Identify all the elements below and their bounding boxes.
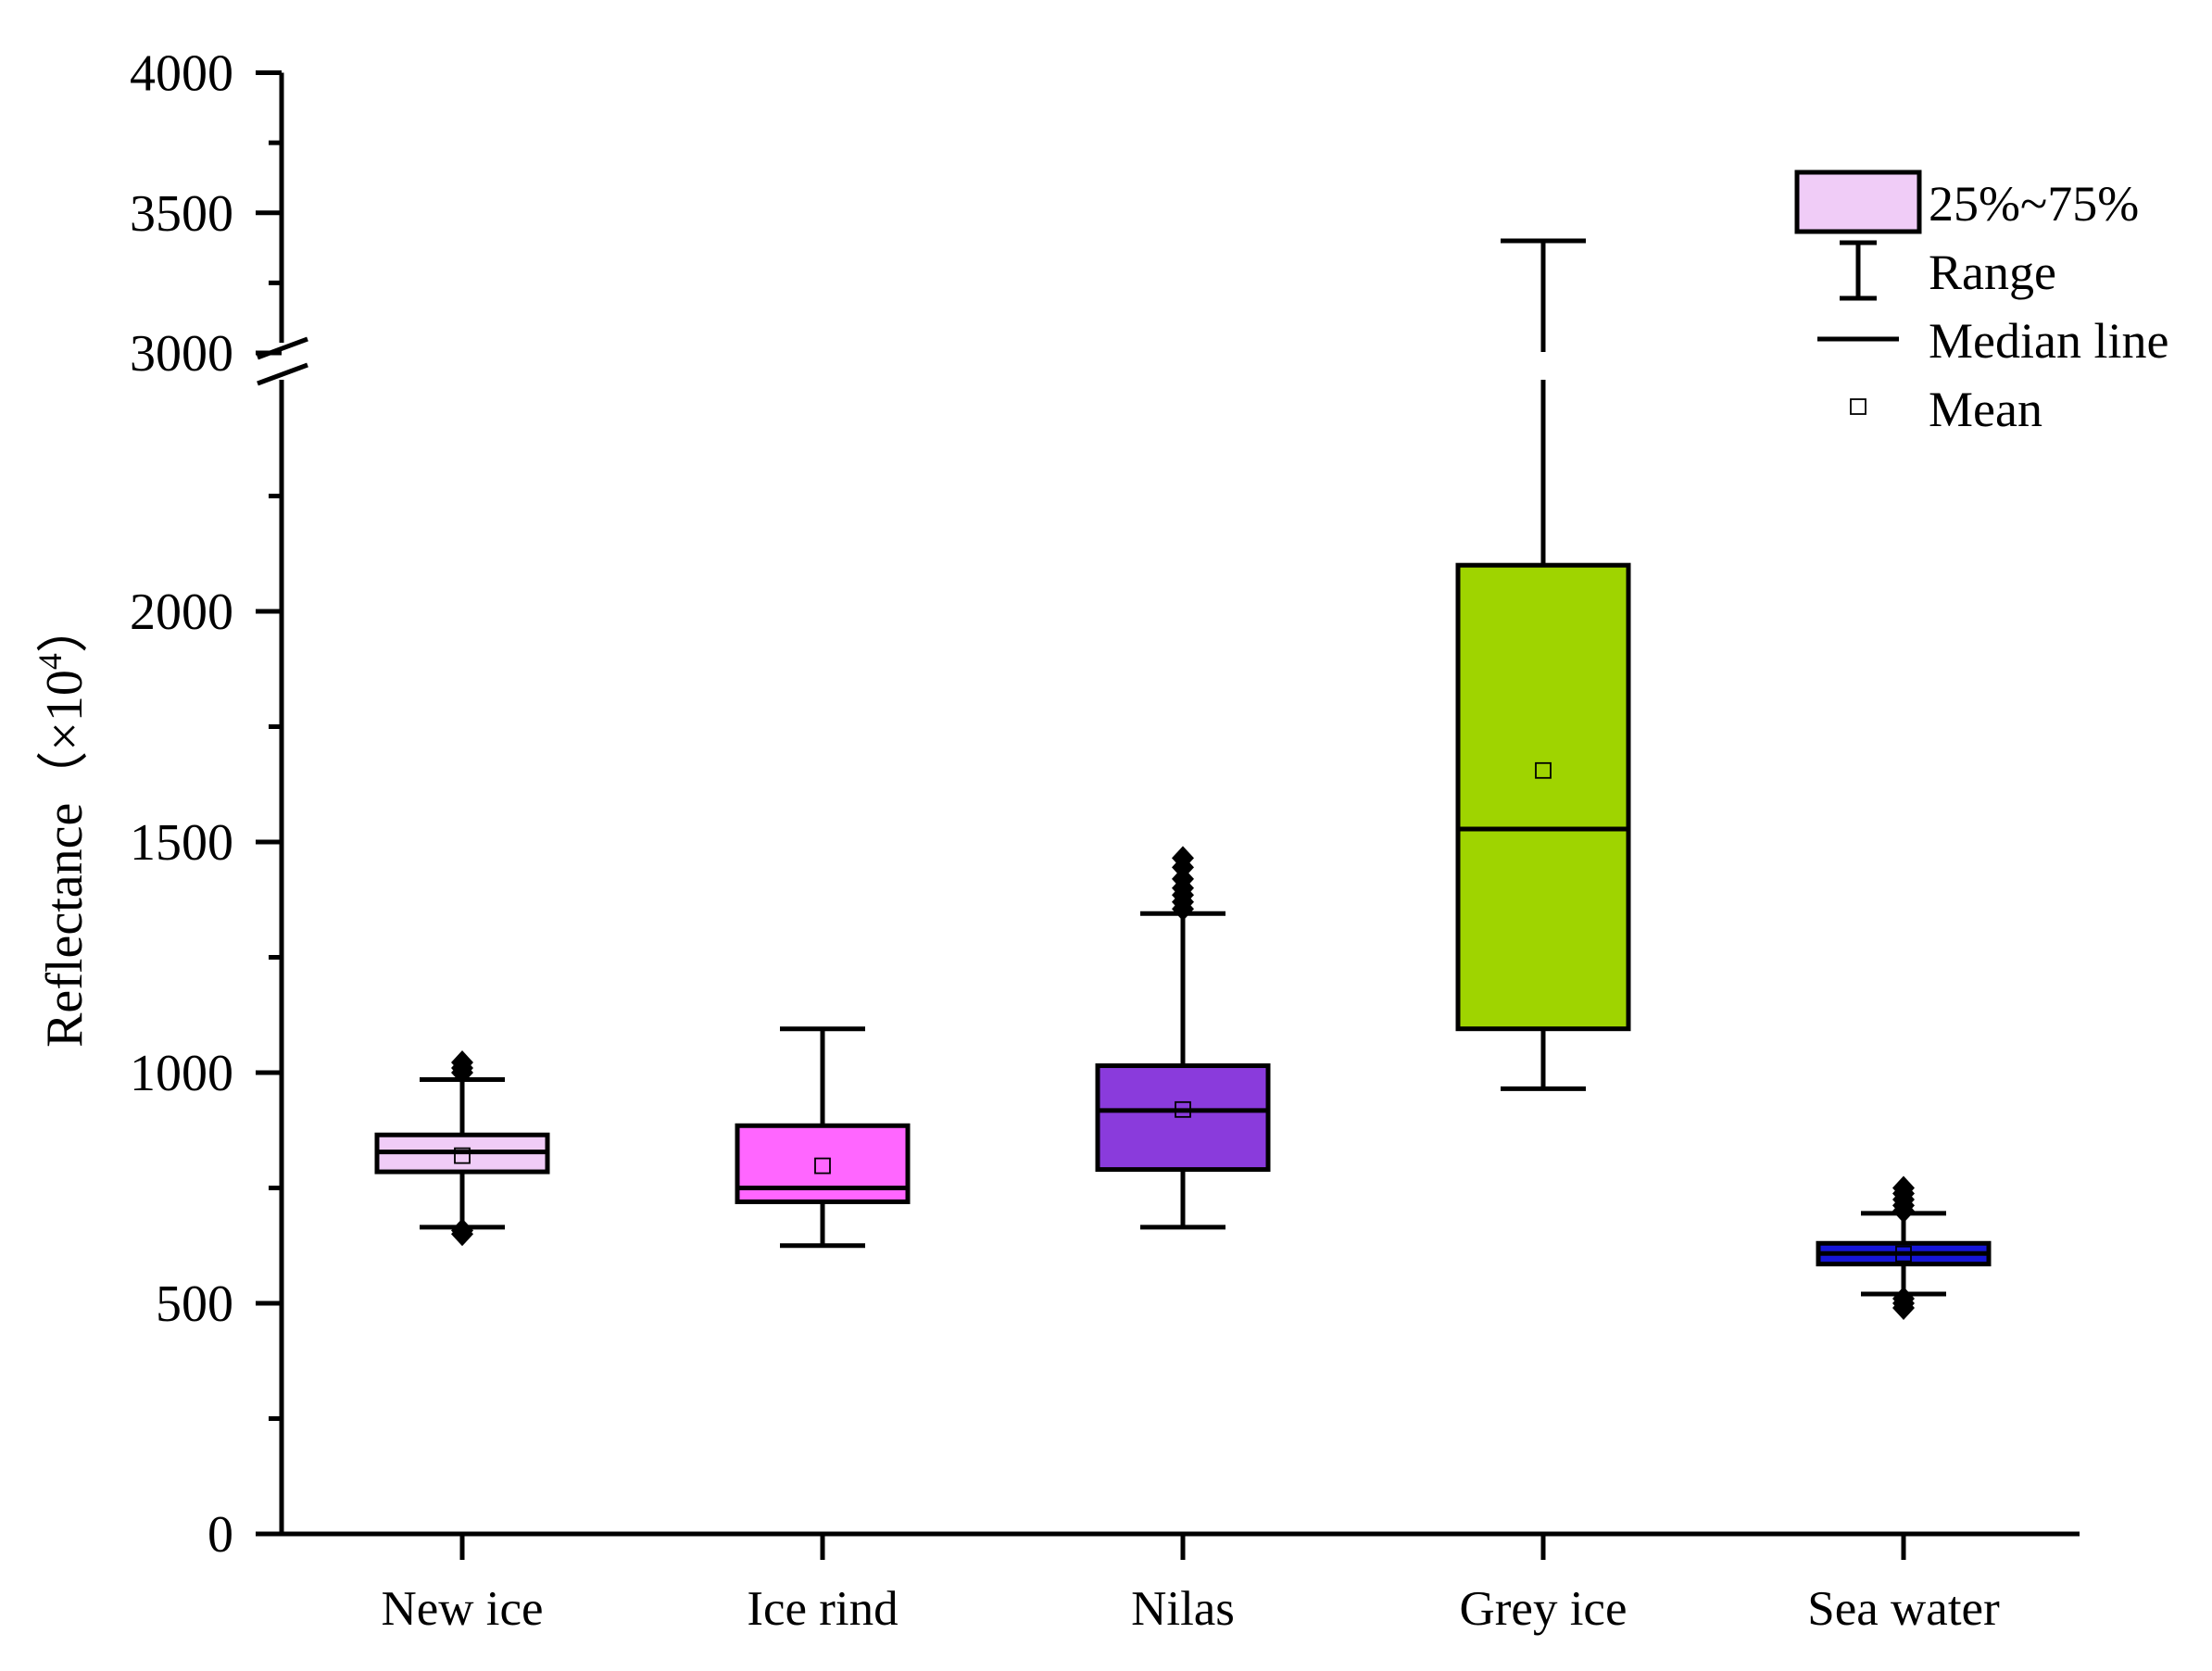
box-group: New ice	[374, 1050, 550, 1636]
y-tick-label: 1500	[130, 814, 233, 872]
legend-label-box: 25%~75%	[1929, 176, 2139, 232]
y-axis-label: Reflectance（×104）	[31, 601, 94, 1048]
outlier-point	[1892, 1175, 1915, 1200]
mean-marker	[454, 1147, 471, 1164]
boxes: New ice Ice rind Nilas Grey ice Sea water	[374, 238, 2000, 1636]
legend-box-swatch	[1794, 170, 1922, 234]
x-category-label: New ice	[381, 1582, 543, 1636]
y-axis-label-close-paren: ）	[36, 601, 94, 653]
y-tick-label: 1000	[130, 1045, 233, 1102]
outlier-point	[1892, 1287, 1915, 1312]
iqr-box	[735, 1123, 911, 1204]
outlier-point	[451, 1218, 473, 1243]
outlier-point	[451, 1050, 473, 1075]
y-tick-label: 4000	[130, 45, 233, 103]
y-tick-label: 2000	[130, 584, 233, 641]
y-axis-label-main: Reflectance	[36, 803, 94, 1048]
y-tick-label: 3000	[130, 325, 233, 383]
y-tick-label: 500	[156, 1275, 233, 1333]
box-group: Sea water	[1807, 1175, 2000, 1636]
axes: 0 500 1000 1500 2000 3000 3500 4000	[130, 45, 2080, 1564]
mean-marker	[1535, 761, 1552, 779]
legend: 25%~75% Range Median line Mean	[1794, 170, 2168, 437]
mean-marker	[1175, 1100, 1191, 1118]
y-axis-label-exponent: 4	[31, 653, 69, 670]
legend-label-range: Range	[1929, 245, 2056, 300]
box-group: Grey ice	[1455, 238, 1631, 1636]
legend-label-mean: Mean	[1929, 382, 2042, 437]
y-axis-break-mark	[257, 362, 308, 386]
legend-mean-swatch	[1850, 398, 1866, 415]
x-category-label: Nilas	[1131, 1582, 1235, 1636]
iqr-box	[1455, 562, 1631, 1032]
y-tick-label: 0	[207, 1506, 233, 1564]
mean-marker	[1895, 1245, 1912, 1263]
y-tick-label: 3500	[130, 185, 233, 243]
y-axis-label-times: ×	[36, 722, 94, 751]
x-category-label: Sea water	[1807, 1582, 2000, 1636]
outlier-point	[1172, 846, 1194, 871]
x-category-label: Grey ice	[1460, 1582, 1628, 1636]
mean-marker	[814, 1157, 831, 1175]
y-axis-label-base: 10	[36, 670, 94, 722]
y-axis-label-open-paren: （	[36, 751, 94, 803]
box-group: Ice rind	[735, 1026, 911, 1636]
box-group: Nilas	[1095, 846, 1271, 1636]
legend-label-median: Median line	[1929, 313, 2168, 369]
x-category-label: Ice rind	[747, 1582, 898, 1636]
